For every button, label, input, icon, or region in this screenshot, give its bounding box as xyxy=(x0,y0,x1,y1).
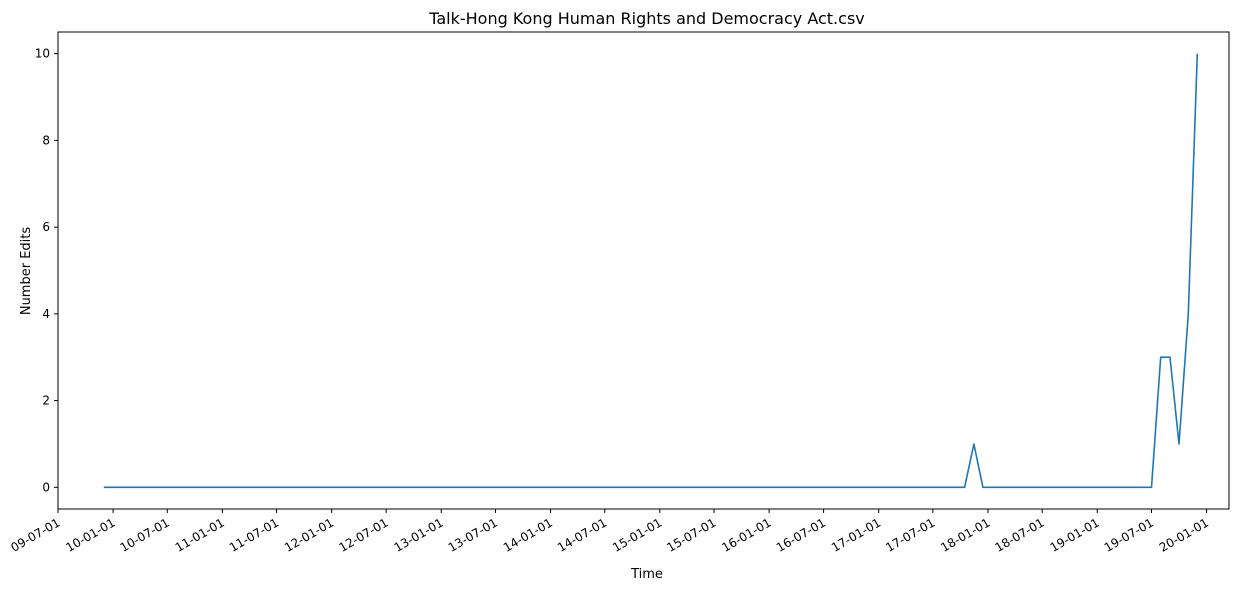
x-tick-label: 14-07-01 xyxy=(555,515,609,554)
y-tick-label: 10 xyxy=(35,47,50,61)
x-tick-label: 11-07-01 xyxy=(227,515,281,554)
x-tick-label: 19-07-01 xyxy=(1102,515,1156,554)
y-tick-label: 0 xyxy=(42,480,50,494)
x-tick-label: 18-01-01 xyxy=(938,515,992,554)
x-tick-label: 17-01-01 xyxy=(829,515,883,554)
x-tick-label: 19-01-01 xyxy=(1048,515,1102,554)
x-tick-label: 20-01-01 xyxy=(1157,515,1211,554)
y-tick-label: 6 xyxy=(42,220,50,234)
x-tick-label: 16-01-01 xyxy=(719,515,773,554)
x-tick-label: 09-07-01 xyxy=(8,515,62,554)
x-tick-label: 12-07-01 xyxy=(336,515,390,554)
series-line xyxy=(103,53,1199,489)
y-tick-label: 2 xyxy=(42,394,50,408)
x-tick-label: 11-01-01 xyxy=(173,515,227,554)
x-tick-label: 14-01-01 xyxy=(501,515,555,554)
x-tick-label: 15-07-01 xyxy=(664,515,718,554)
x-tick-label: 15-01-01 xyxy=(610,515,664,554)
x-tick-label: 10-01-01 xyxy=(63,515,117,554)
x-tick-label: 10-07-01 xyxy=(118,515,172,554)
plot-frame xyxy=(57,31,1230,510)
x-tick-label: 12-01-01 xyxy=(282,515,336,554)
y-tick-label: 8 xyxy=(42,133,50,147)
chart-title: Talk-Hong Kong Human Rights and Democrac… xyxy=(428,9,865,28)
x-tick-label: 13-07-01 xyxy=(446,515,500,554)
y-tick-label: 4 xyxy=(42,307,50,321)
y-axis-label: Number Edits xyxy=(19,227,34,316)
x-axis-label: Time xyxy=(630,567,663,582)
x-tick-label: 16-07-01 xyxy=(774,515,828,554)
x-tick-label: 13-01-01 xyxy=(392,515,446,554)
x-tick-label: 18-07-01 xyxy=(992,515,1046,554)
x-tick-label: 17-07-01 xyxy=(883,515,937,554)
